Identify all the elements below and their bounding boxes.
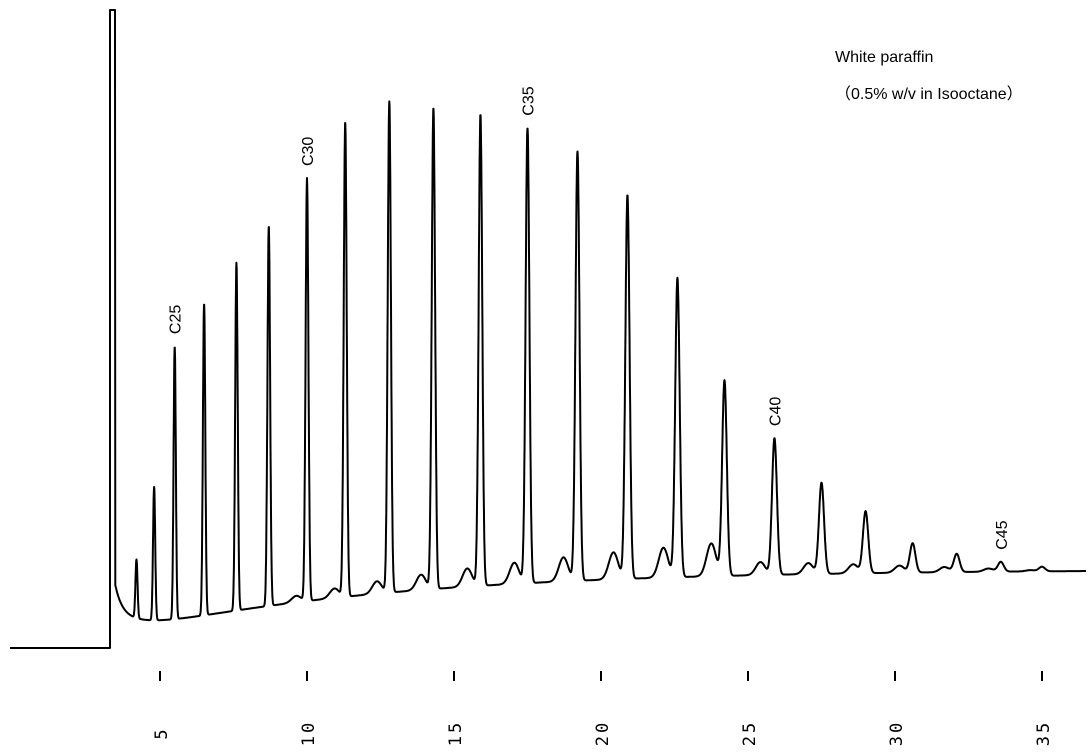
trace-layer — [10, 9, 1087, 649]
peak-label: C30 — [300, 137, 317, 166]
x-tick-label: 25 — [740, 720, 760, 746]
sample-title: White paraffin — [835, 49, 934, 66]
peak-labels: C25 C30 C35 C40 C45 — [168, 86, 1011, 550]
x-tick-label: 5 — [152, 726, 172, 739]
x-tick-label: 30 — [887, 720, 907, 746]
x-tick-label: 10 — [299, 720, 319, 746]
sample-concentration: （0.5% w/v in Isooctane） — [835, 86, 1023, 103]
x-tick-label: 20 — [593, 720, 613, 746]
x-tick-label: 15 — [446, 720, 466, 746]
peak-label: C25 — [168, 305, 185, 334]
peak-label: C40 — [767, 397, 784, 426]
chromatogram-trace — [10, 9, 1087, 649]
x-axis-ticks: 5 10 15 20 25 30 35 — [152, 671, 1054, 746]
peak-label: C35 — [521, 86, 538, 115]
peak-label: C45 — [994, 520, 1011, 549]
x-tick-label: 35 — [1034, 720, 1054, 746]
